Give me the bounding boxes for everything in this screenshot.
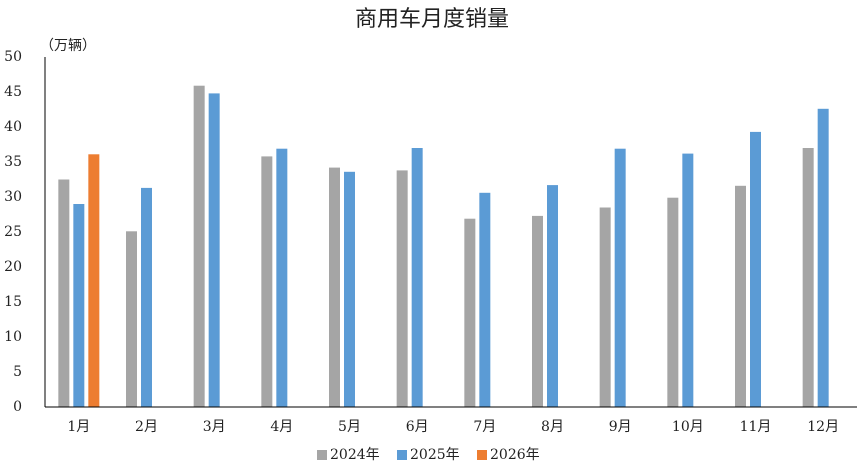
bar: [599, 207, 611, 407]
legend-label: 2025年: [410, 447, 460, 463]
x-tick-label: 4月: [270, 419, 293, 435]
x-tick-label: 2月: [135, 419, 158, 435]
legend-label: 2026年: [490, 447, 540, 463]
x-tick-label: 10月: [672, 419, 704, 435]
x-tick-label: 8月: [541, 419, 564, 435]
bar: [532, 215, 543, 407]
y-tick-label: 45: [4, 84, 22, 100]
bar: [329, 167, 340, 407]
bar: [193, 85, 205, 407]
y-tick-label: 5: [13, 364, 22, 380]
x-tick-label: 3月: [203, 419, 226, 435]
bar: [58, 179, 70, 407]
bar: [261, 156, 273, 407]
bar: [208, 93, 220, 408]
y-tick-label: 15: [4, 294, 22, 310]
bar: [667, 197, 679, 407]
x-tick-label: 9月: [609, 419, 632, 435]
y-axis-label: （万辆）: [40, 38, 96, 54]
bar: [464, 218, 476, 407]
bar: [547, 185, 558, 407]
y-tick-label: 0: [13, 399, 22, 415]
bar: [750, 131, 761, 407]
y-tick-label: 40: [4, 119, 22, 135]
legend-swatch: [477, 450, 487, 460]
bar: [344, 171, 355, 407]
y-tick-label: 30: [4, 189, 22, 205]
bar: [614, 148, 626, 407]
y-tick-label: 20: [4, 259, 22, 275]
bar: [73, 204, 85, 407]
x-tick-label: 11月: [740, 419, 772, 435]
x-tick-label: 6月: [406, 419, 429, 435]
bar: [802, 148, 814, 407]
y-tick-label: 10: [4, 329, 22, 345]
y-tick-label: 25: [4, 224, 22, 240]
x-tick-label: 5月: [338, 419, 361, 435]
bar: [479, 192, 491, 407]
bar: [735, 185, 746, 407]
bar: [411, 148, 423, 407]
legend-label: 2024年: [330, 447, 380, 463]
bar: [396, 170, 408, 407]
bar: [141, 187, 152, 407]
legend-swatch: [397, 450, 407, 460]
y-tick-label: 35: [4, 154, 22, 170]
bar: [276, 148, 288, 407]
bar: [126, 231, 137, 407]
x-tick-label: 1月: [67, 419, 90, 435]
chart-title: 商用车月度销量: [355, 7, 509, 32]
bar: [682, 153, 694, 407]
bar: [88, 154, 100, 407]
legend-swatch: [317, 450, 327, 460]
x-tick-label: 7月: [473, 419, 496, 435]
bar: [817, 108, 829, 408]
y-tick-label: 50: [4, 49, 22, 65]
x-tick-label: 12月: [807, 419, 839, 435]
